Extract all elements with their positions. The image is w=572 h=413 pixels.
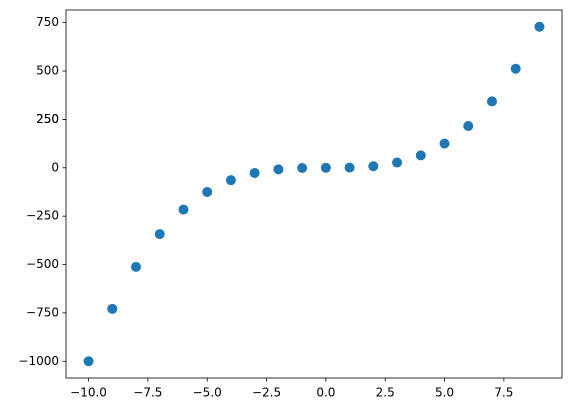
point — [202, 186, 213, 197]
point — [273, 164, 284, 175]
point — [131, 261, 142, 272]
point — [344, 162, 355, 173]
y-tick-label: −250 — [26, 209, 59, 223]
point — [510, 63, 521, 74]
point — [463, 120, 474, 131]
point — [415, 150, 426, 161]
y-tick-label: −1000 — [18, 354, 59, 368]
x-tick-label: 7.5 — [494, 386, 513, 400]
point — [486, 96, 497, 107]
x-tick-label: 2.5 — [376, 386, 395, 400]
x-tick-label: −7.5 — [133, 386, 162, 400]
point — [83, 356, 94, 367]
point — [107, 303, 118, 314]
plot-frame — [65, 9, 563, 379]
point — [320, 162, 331, 173]
y-tick-label: −750 — [26, 305, 59, 319]
point — [368, 161, 379, 172]
y-tick-label: −500 — [26, 257, 59, 271]
point — [154, 229, 165, 240]
y-tick-label: 500 — [36, 64, 59, 78]
point — [225, 175, 236, 186]
point — [297, 162, 308, 173]
x-tick-label: 0.0 — [316, 386, 335, 400]
y-tick-label: 750 — [36, 15, 59, 29]
x-tick-label: 5.0 — [435, 386, 454, 400]
y-tick-label: 0 — [51, 160, 59, 174]
point — [392, 157, 403, 168]
point — [439, 138, 450, 149]
y-tick-label: 250 — [36, 112, 59, 126]
point — [178, 204, 189, 215]
x-tick-label: −2.5 — [252, 386, 281, 400]
point — [249, 168, 260, 179]
point — [534, 21, 545, 32]
x-tick-label: −10.0 — [70, 386, 107, 400]
x-tick-label: −5.0 — [193, 386, 222, 400]
y-tick-label: 250 — [36, 112, 59, 126]
